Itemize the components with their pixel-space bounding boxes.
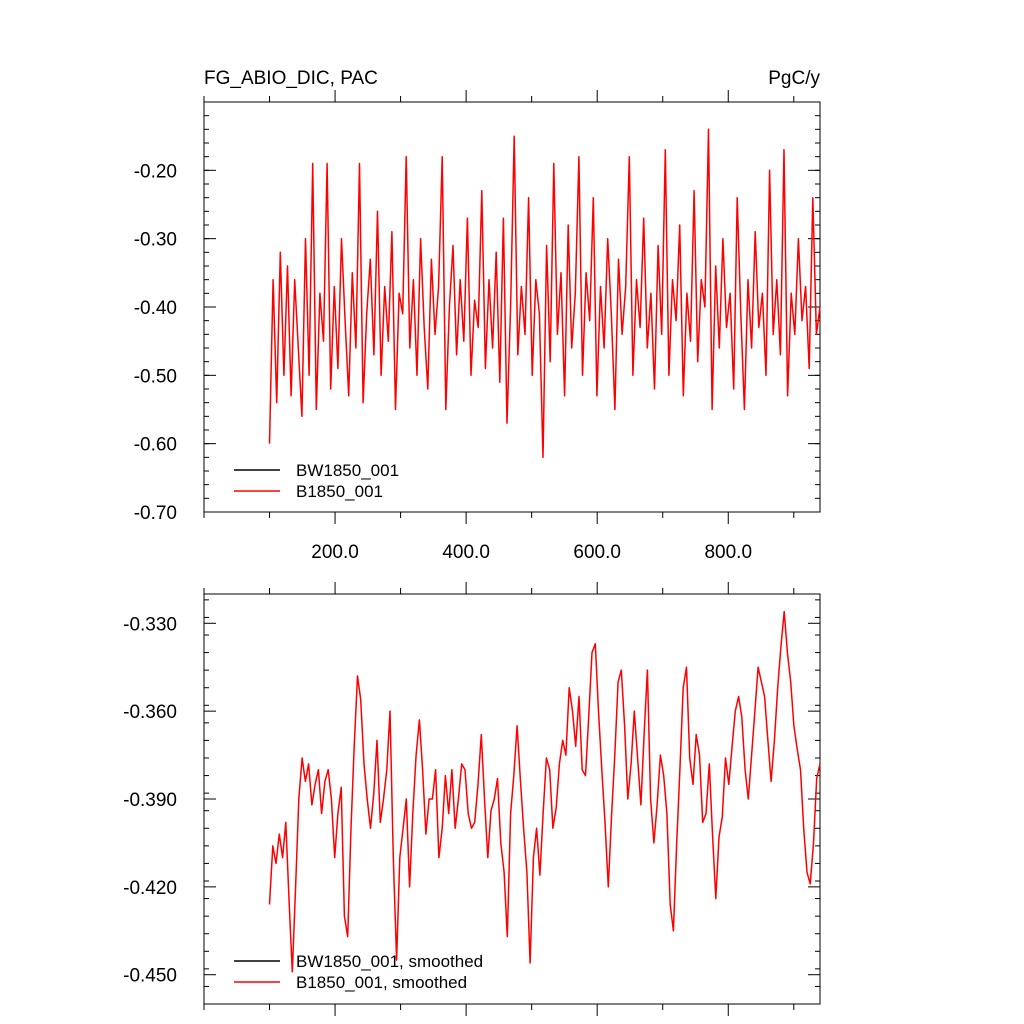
top-xtick-label: 800.0: [704, 542, 752, 563]
legend-label-bw1850: BW1850_001: [296, 461, 399, 480]
top-title-left: FG_ABIO_DIC, PAC: [204, 68, 378, 89]
top-ytick-label: -0.70: [134, 503, 177, 524]
bottom-series-line-1: [268, 610, 821, 973]
top-xtick-label: 600.0: [573, 542, 621, 563]
legend-label-b1850: B1850_001: [296, 482, 383, 501]
bottom-legend: BW1850_001, smoothed B1850_001, smoothed: [234, 952, 483, 992]
legend-label-bw1850-smoothed: BW1850_001, smoothed: [296, 952, 483, 971]
bottom-ytick-label: -0.450: [123, 966, 177, 987]
bottom-ytick-label: -0.420: [123, 878, 177, 899]
top-title-right: PgC/y: [768, 68, 820, 89]
top-ytick-label: -0.60: [134, 435, 177, 456]
top-xtick-label: 200.0: [311, 542, 359, 563]
legend-label-b1850-smoothed: B1850_001, smoothed: [296, 973, 467, 992]
bottom-ytick-label: -0.360: [123, 702, 177, 723]
top-ytick-label: -0.40: [134, 298, 177, 319]
top-xtick-label: 400.0: [442, 542, 490, 563]
top-legend: BW1850_001 B1850_001: [234, 461, 399, 501]
top-panel: FG_ABIO_DIC, PAC PgC/y -0.70 -0.60 -0.50 -0…: [134, 68, 821, 563]
bottom-ytick-label: -0.390: [123, 790, 177, 811]
top-ytick-label: -0.50: [134, 366, 177, 387]
top-ytick-label: -0.30: [134, 230, 177, 251]
top-series-line-1: [268, 128, 821, 459]
bottom-panel: -0.450 -0.420 -0.390 -0.360 -0.330 BW1850_00…: [123, 582, 821, 1016]
top-ytick-label: -0.20: [134, 161, 177, 182]
bottom-ytick-label: -0.330: [123, 614, 177, 635]
